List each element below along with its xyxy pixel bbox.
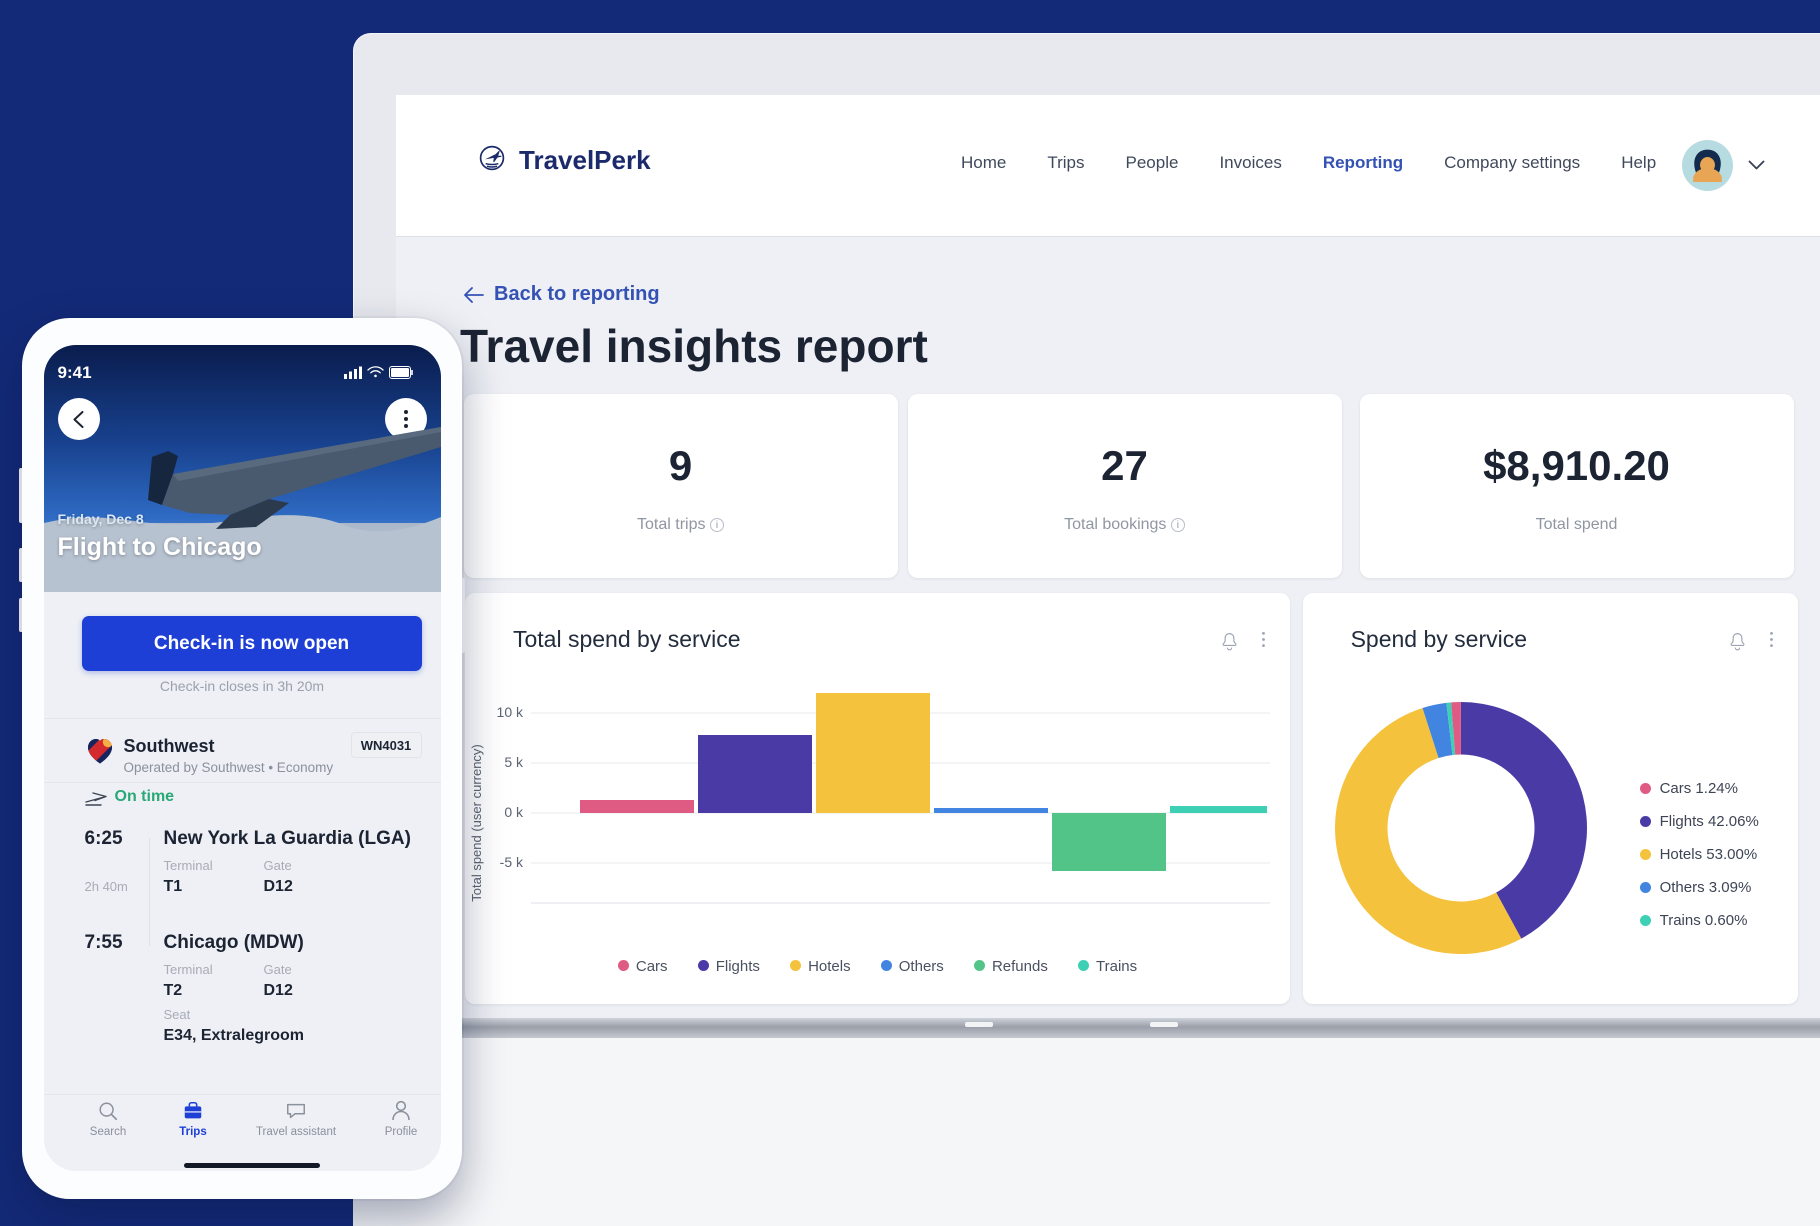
- svg-text:-5 k: -5 k: [500, 854, 524, 870]
- svg-text:5 k: 5 k: [504, 754, 524, 770]
- svg-text:0 k: 0 k: [504, 804, 524, 820]
- svg-text:10 k: 10 k: [497, 704, 524, 720]
- svg-text:Total spend (user currency): Total spend (user currency): [469, 744, 484, 902]
